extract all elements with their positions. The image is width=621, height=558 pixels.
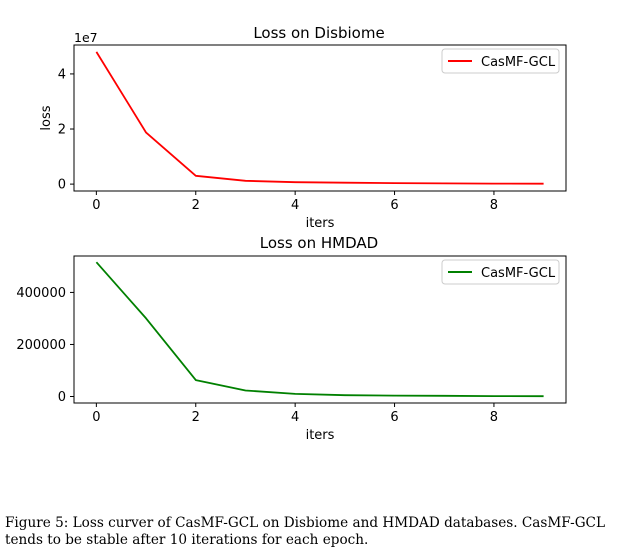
figure: Loss on Disbiome 1e7 loss iters 0 2 4 6 8 0 2 4…: [16, 24, 567, 443]
disbiome-chart: Loss on Disbiome 1e7 loss iters 0 2 4 6 8 0 2 4…: [39, 24, 567, 231]
x-tick-label: 2: [192, 198, 200, 213]
x-tick-label: 0: [92, 198, 100, 213]
x-tick-label: 0: [92, 410, 100, 425]
y-axis-label: loss: [39, 105, 54, 130]
legend-box: [441, 48, 560, 74]
x-tick-label: 8: [490, 410, 498, 425]
y-tick-label: 400000: [16, 286, 66, 301]
x-tick-label: 6: [390, 198, 398, 213]
legend: CasMF-GCL: [441, 259, 560, 285]
figure-caption: Figure 5: Loss curver of CasMF-GCL on Di…: [5, 515, 605, 548]
x-axis-label: iters: [306, 216, 335, 231]
y-offset-label: 1e7: [74, 30, 98, 45]
legend-box: [441, 259, 560, 285]
x-tick-label: 2: [192, 410, 200, 425]
x-tick-label: 8: [490, 198, 498, 213]
chart-title: Loss on Disbiome: [253, 24, 384, 42]
y-tick-label: 0: [58, 390, 66, 405]
series-line: [95, 51, 544, 185]
y-tick-label: 4: [58, 67, 66, 82]
x-axis-label: iters: [306, 428, 335, 443]
legend-label: CasMF-GCL: [481, 55, 556, 70]
x-tick-label: 4: [291, 198, 299, 213]
plot-frame: [73, 255, 567, 404]
y-tick-label: 200000: [16, 338, 66, 353]
hmdad-chart: Loss on HMDAD iters 0 2 4 6 8 0 200000 400000 C…: [16, 234, 567, 443]
chart-title: Loss on HMDAD: [260, 234, 378, 252]
series-line: [95, 261, 544, 398]
legend-label: CasMF-GCL: [481, 266, 556, 281]
x-tick-label: 4: [291, 410, 299, 425]
legend: CasMF-GCL: [441, 48, 560, 74]
x-tick-label: 6: [390, 410, 398, 425]
plot-frame: [73, 44, 567, 192]
y-tick-label: 2: [58, 123, 66, 138]
y-tick-label: 0: [58, 178, 66, 193]
